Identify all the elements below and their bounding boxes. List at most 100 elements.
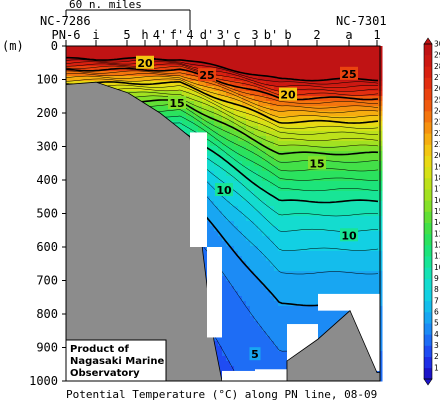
colorbar-swatch-12 bbox=[424, 233, 432, 246]
colorbar-swatch-16 bbox=[424, 189, 432, 201]
colorbar-label-27: 28 bbox=[434, 62, 440, 71]
colorbar-label-7: 8 bbox=[434, 285, 439, 294]
colorbar-label-15: 16 bbox=[434, 196, 440, 205]
colorbar-swatch-25 bbox=[424, 88, 432, 101]
depth-tick-label-6: 600 bbox=[36, 240, 58, 254]
station-label-1: i bbox=[92, 28, 99, 42]
colorbar-label-11: 12 bbox=[434, 241, 440, 250]
credit-line-1: Product of bbox=[70, 344, 129, 355]
depth-tick-label-5: 500 bbox=[36, 207, 58, 221]
station-label-4: 4' bbox=[153, 28, 167, 42]
colorbar-swatch-9 bbox=[424, 267, 432, 279]
colorbar-swatch-10 bbox=[424, 256, 432, 268]
colorbar: 1234567891011121314151617181920212223242… bbox=[423, 37, 440, 386]
contour-labels: 25 25 20 20 15 15 10 10 5 bbox=[136, 55, 358, 361]
contour-label-1: 25 bbox=[341, 68, 356, 81]
station-label-2: 5 bbox=[123, 28, 130, 42]
station-label-0: PN-6 bbox=[52, 28, 81, 42]
colorbar-label-26: 27 bbox=[434, 73, 440, 82]
colorbar-swatch-8 bbox=[424, 278, 432, 290]
colorbar-swatch-11 bbox=[424, 245, 432, 257]
colorbar-swatch-21 bbox=[424, 133, 432, 145]
contour-label-4: 15 bbox=[169, 97, 184, 110]
depth-tick-label-9: 900 bbox=[36, 341, 58, 355]
colorbar-label-29: 30 bbox=[434, 40, 440, 49]
left-station-id: NC-7286 bbox=[40, 14, 91, 28]
colorbar-label-20: 21 bbox=[434, 140, 440, 149]
colorbar-swatch-3 bbox=[424, 334, 432, 346]
station-label-3: h bbox=[141, 28, 148, 42]
colorbar-label-14: 15 bbox=[434, 207, 440, 216]
depth-tick-label-7: 700 bbox=[36, 274, 58, 288]
colorbar-swatch-6 bbox=[424, 300, 432, 313]
depth-tick-label-8: 800 bbox=[36, 307, 58, 321]
colorbar-label-28: 29 bbox=[434, 51, 440, 60]
colorbar-label-2: 3 bbox=[434, 341, 439, 350]
colorbar-label-19: 20 bbox=[434, 151, 440, 160]
colorbar-label-24: 25 bbox=[434, 95, 440, 104]
colorbar-label-21: 22 bbox=[434, 129, 440, 138]
colorbar-label-23: 24 bbox=[434, 107, 440, 116]
contour-label-8: 5 bbox=[251, 348, 259, 361]
colorbar-swatch-17 bbox=[424, 178, 432, 190]
colorbar-label-4: 5 bbox=[434, 319, 439, 328]
station-label-6: 4 bbox=[186, 28, 193, 42]
station-label-14: a bbox=[345, 28, 352, 42]
colorbar-swatch-5 bbox=[424, 312, 432, 324]
colorbar-swatch-28 bbox=[424, 55, 432, 67]
credit-line-3: Observatory bbox=[70, 368, 140, 379]
depth-tick-label-1: 100 bbox=[36, 73, 58, 87]
contour-label-0: 25 bbox=[199, 69, 214, 82]
colorbar-label-9: 10 bbox=[434, 263, 440, 272]
right-station-id: NC-7301 bbox=[336, 14, 387, 28]
contour-label-2: 20 bbox=[137, 57, 153, 70]
depth-unit-label: (m) bbox=[2, 39, 24, 53]
colorbar-label-18: 19 bbox=[434, 162, 440, 171]
station-label-13: 2 bbox=[313, 28, 320, 42]
station-label-5: f' bbox=[170, 28, 184, 42]
contour-label-7: 10 bbox=[341, 229, 357, 242]
credit-line-2: Nagasaki Marine bbox=[70, 356, 164, 367]
colorbar-swatch-2 bbox=[424, 345, 432, 357]
colorbar-label-25: 26 bbox=[434, 84, 440, 93]
contour-label-5: 15 bbox=[309, 157, 324, 170]
colorbar-swatch-1 bbox=[424, 356, 432, 369]
colorbar-swatch-7 bbox=[424, 289, 432, 302]
colorbar-label-13: 14 bbox=[434, 218, 440, 227]
station-label-8: 3' bbox=[217, 28, 231, 42]
colorbar-label-17: 18 bbox=[434, 174, 440, 183]
seafloor-bathymetry bbox=[65, 81, 381, 382]
colorbar-swatch-18 bbox=[424, 166, 432, 179]
depth-axis: 0 100 200 300 400 500 600 700 800 900 1000 bbox=[29, 39, 66, 388]
colorbar-swatch-22 bbox=[424, 122, 432, 134]
colorbar-label-5: 6 bbox=[434, 308, 439, 317]
colorbar-swatch-4 bbox=[424, 323, 432, 335]
station-label-15: 1 bbox=[373, 28, 380, 42]
distance-scale-bracket bbox=[65, 9, 191, 16]
colorbar-label-0: 1 bbox=[434, 363, 439, 372]
colorbar-swatch-27 bbox=[424, 66, 432, 78]
colorbar-swatch-26 bbox=[424, 77, 432, 89]
colorbar-label-22: 23 bbox=[434, 118, 440, 127]
depth-tick-label-3: 300 bbox=[36, 140, 58, 154]
colorbar-label-3: 4 bbox=[434, 330, 439, 339]
colorbar-label-10: 11 bbox=[434, 252, 440, 261]
depth-tick-label-10: 1000 bbox=[29, 374, 58, 388]
colorbar-label-8: 9 bbox=[434, 274, 439, 283]
contour-label-6: 10 bbox=[216, 184, 232, 197]
station-label-11: b' bbox=[264, 28, 278, 42]
depth-tick-label-4: 400 bbox=[36, 173, 58, 187]
station-axis: PN-6 i 5 h 4' f' 4 d' 3' c 3 b' b 2 a 1 bbox=[52, 16, 381, 46]
colorbar-label-16: 17 bbox=[434, 185, 440, 194]
colorbar-swatch-13 bbox=[424, 222, 432, 235]
colorbar-swatch-29 bbox=[424, 44, 432, 56]
colorbar-label-12: 13 bbox=[434, 229, 440, 238]
station-label-12: b bbox=[284, 28, 291, 42]
colorbar-swatch-0 bbox=[424, 367, 432, 380]
credit-box bbox=[65, 339, 167, 382]
colorbar-swatch-20 bbox=[424, 144, 432, 156]
colorbar-swatch-15 bbox=[424, 200, 432, 212]
colorbar-swatch-14 bbox=[424, 211, 432, 223]
depth-tick-label-2: 200 bbox=[36, 106, 58, 120]
